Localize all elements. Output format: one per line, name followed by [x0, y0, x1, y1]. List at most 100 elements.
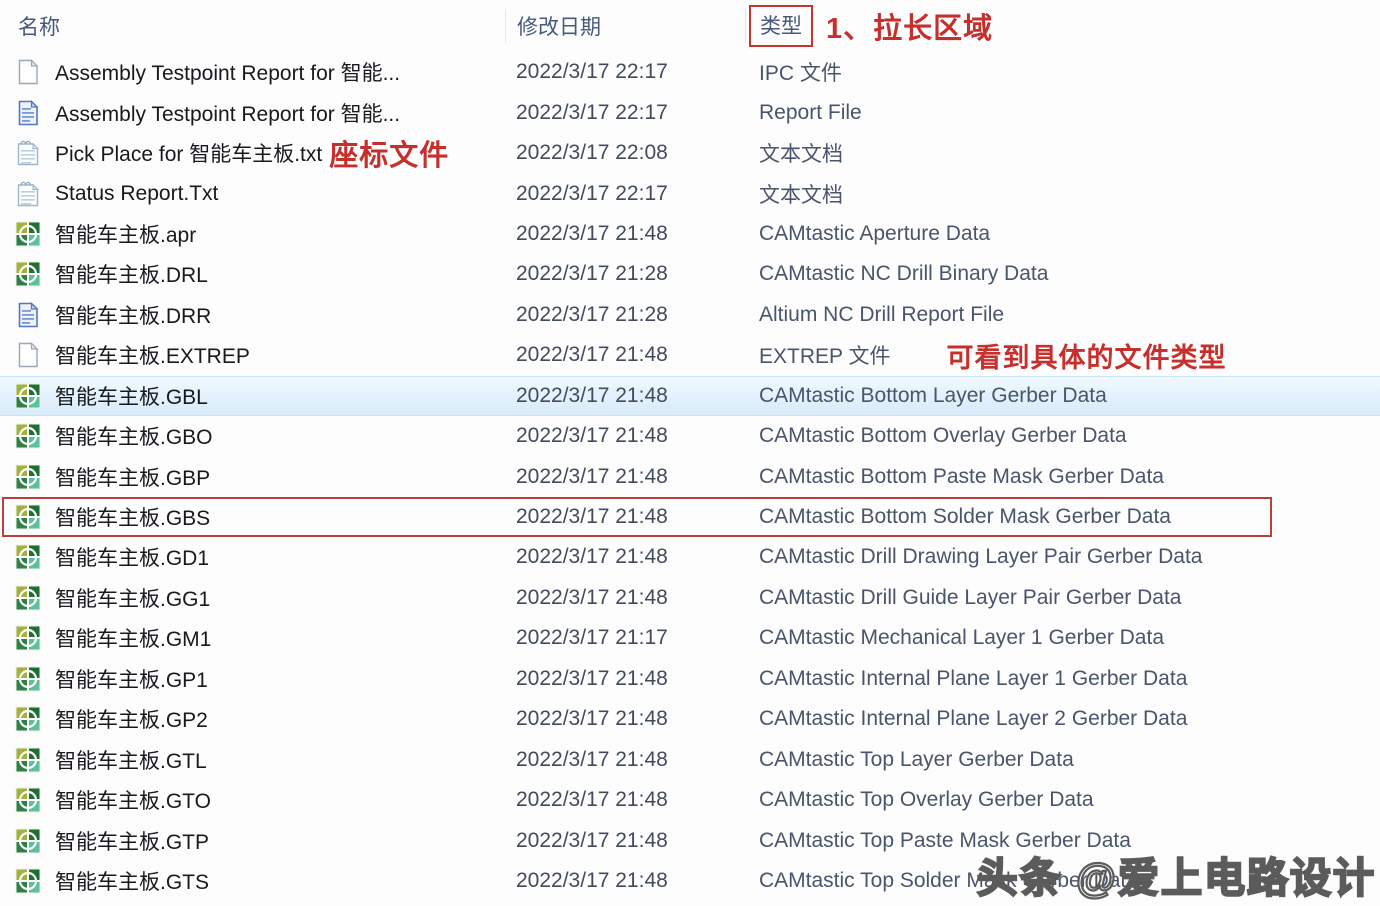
file-type: CAMtastic Top Solder Mask Gerber Data — [759, 868, 1138, 892]
camtastic-file-icon — [15, 666, 41, 692]
column-header-name[interactable]: 名称 — [0, 9, 505, 43]
camtastic-file-icon — [15, 747, 41, 773]
file-type: CAMtastic Aperture Data — [759, 221, 991, 245]
file-row[interactable]: Status Report.Txt 2022/3/17 22:17 文本文档 — [0, 173, 1380, 213]
file-row[interactable]: Assembly Testpoint Report for 智能... 2022… — [0, 92, 1380, 132]
column-header-type[interactable]: 类型 1、拉长区域 — [745, 5, 1380, 47]
file-name-cell: 智能车主板.EXTREP — [0, 340, 505, 370]
file-type: CAMtastic Drill Drawing Layer Pair Gerbe… — [759, 545, 1203, 569]
file-name-cell: 智能车主板.DRL — [0, 259, 505, 289]
file-date-modified: 2022/3/17 22:17 — [516, 181, 668, 205]
file-row[interactable]: 智能车主板.GBS 2022/3/17 21:48 CAMtastic Bott… — [0, 496, 1380, 538]
camtastic-file-icon — [15, 544, 41, 570]
file-row[interactable]: Pick Place for 智能车主板.txt 座标文件 2022/3/17 … — [0, 133, 1380, 173]
file-type: CAMtastic Internal Plane Layer 1 Gerber … — [759, 666, 1188, 690]
camtastic-file-icon — [15, 706, 41, 732]
file-name-cell: 智能车主板.GBS — [0, 502, 505, 532]
file-row[interactable]: Assembly Testpoint Report for 智能... 2022… — [0, 52, 1380, 92]
annotation-visible-file-type: 可看到具体的文件类型 — [946, 342, 1227, 373]
file-name-cell: Assembly Testpoint Report for 智能... — [0, 57, 505, 87]
file-row[interactable]: 智能车主板.GTS 2022/3/17 21:48 CAMtastic Top … — [0, 861, 1380, 901]
file-date-modified: 2022/3/17 21:48 — [516, 868, 668, 892]
file-row[interactable]: 智能车主板.DRL 2022/3/17 21:28 CAMtastic NC D… — [0, 254, 1380, 294]
camtastic-file-icon — [15, 504, 41, 530]
watermark: 头条 @爱上电路设计 — [976, 854, 1376, 902]
annotation-coordinate-file: 座标文件 — [329, 140, 450, 173]
file-icon — [14, 786, 42, 814]
file-row[interactable]: 智能车主板.GBO 2022/3/17 21:48 CAMtastic Bott… — [0, 416, 1380, 456]
file-name: 智能车主板.GP1 — [55, 668, 208, 692]
file-type: CAMtastic Top Overlay Gerber Data — [759, 788, 1094, 812]
file-row[interactable]: 智能车主板.GP1 2022/3/17 21:48 CAMtastic Inte… — [0, 659, 1380, 699]
file-type-cell: CAMtastic Bottom Overlay Gerber Data — [745, 424, 1380, 448]
file-type-cell: CAMtastic Bottom Solder Mask Gerber Data — [745, 505, 1380, 529]
file-date-modified: 2022/3/17 21:48 — [516, 747, 668, 771]
file-icon — [14, 58, 42, 86]
file-list: Assembly Testpoint Report for 智能... 2022… — [0, 52, 1380, 901]
file-name-cell: 智能车主板.GM1 — [0, 623, 505, 653]
file-name-cell: 智能车主板.GD1 — [0, 542, 505, 572]
file-row[interactable]: 智能车主板.GG1 2022/3/17 21:48 CAMtastic Dril… — [0, 578, 1380, 618]
column-header-name-label: 名称 — [18, 16, 60, 39]
file-icon — [14, 139, 42, 167]
file-name-cell: 智能车主板.GTL — [0, 745, 505, 775]
file-type: CAMtastic Bottom Solder Mask Gerber Data — [759, 505, 1171, 529]
file-name: 智能车主板.GD1 — [55, 547, 210, 571]
camtastic-file-icon — [15, 787, 41, 813]
file-date-modified: 2022/3/17 21:48 — [516, 221, 668, 245]
file-icon — [14, 624, 42, 652]
file-type-cell: CAMtastic Internal Plane Layer 1 Gerber … — [745, 667, 1380, 691]
file-name-cell: 智能车主板.GBP — [0, 462, 505, 492]
file-icon — [14, 220, 42, 248]
file-icon — [14, 665, 42, 693]
file-row[interactable]: 智能车主板.GTO 2022/3/17 21:48 CAMtastic Top … — [0, 780, 1380, 820]
file-icon — [14, 867, 42, 895]
file-name: 智能车主板.GBP — [55, 466, 211, 490]
file-row[interactable]: 智能车主板.EXTREP 2022/3/17 21:48 EXTREP 文件 可… — [0, 335, 1380, 375]
type-header-red-box: 类型 — [749, 5, 813, 47]
file-name: 智能车主板.EXTREP — [55, 345, 250, 369]
file-row[interactable]: 智能车主板.GD1 2022/3/17 21:48 CAMtastic Dril… — [0, 537, 1380, 577]
file-type-cell: IPC 文件 — [745, 57, 1380, 87]
file-name-cell: 智能车主板.DRR — [0, 300, 505, 330]
file-name-cell: 智能车主板.GP2 — [0, 704, 505, 734]
file-row[interactable]: 智能车主板.apr 2022/3/17 21:48 CAMtastic Aper… — [0, 214, 1380, 254]
file-type-cell: Report File — [745, 101, 1380, 125]
file-row[interactable]: 智能车主板.GP2 2022/3/17 21:48 CAMtastic Inte… — [0, 699, 1380, 739]
file-date-modified: 2022/3/17 21:48 — [516, 585, 668, 609]
blank-document-icon — [18, 59, 39, 85]
file-name: 智能车主板.GTS — [55, 870, 210, 894]
file-name: Pick Place for 智能车主板.txt — [55, 143, 323, 167]
file-type-cell: EXTREP 文件 可看到具体的文件类型 — [745, 336, 1380, 375]
camtastic-file-icon — [15, 828, 41, 854]
file-name-cell: 智能车主板.GTO — [0, 785, 505, 815]
column-header-date-modified[interactable]: 修改日期 — [505, 9, 745, 43]
file-row[interactable]: 智能车主板.GBL 2022/3/17 21:48 CAMtastic Bott… — [0, 375, 1380, 416]
file-type: CAMtastic NC Drill Binary Data — [759, 262, 1049, 286]
file-type-cell: CAMtastic Top Overlay Gerber Data — [745, 788, 1380, 812]
file-type: 文本文档 — [759, 183, 843, 207]
file-date-modified: 2022/3/17 21:17 — [516, 626, 668, 650]
file-row[interactable]: 智能车主板.GBP 2022/3/17 21:48 CAMtastic Bott… — [0, 456, 1380, 496]
file-icon — [14, 422, 42, 450]
file-date-modified: 2022/3/17 22:08 — [516, 141, 668, 165]
file-date-modified: 2022/3/17 21:48 — [516, 464, 668, 488]
file-type-cell: CAMtastic Mechanical Layer 1 Gerber Data — [745, 626, 1380, 650]
file-type-cell: CAMtastic Top Solder Mask Gerber Data — [745, 869, 1380, 893]
file-type-cell: CAMtastic Drill Guide Layer Pair Gerber … — [745, 586, 1380, 610]
file-date-modified: 2022/3/17 21:28 — [516, 262, 668, 286]
file-name: 智能车主板.GG1 — [55, 587, 211, 611]
file-name: 智能车主板.DRL — [55, 264, 208, 288]
file-row[interactable]: 智能车主板.GM1 2022/3/17 21:17 CAMtastic Mech… — [0, 618, 1380, 658]
file-name-cell: 智能车主板.GG1 — [0, 583, 505, 613]
file-row[interactable]: 智能车主板.GTL 2022/3/17 21:48 CAMtastic Top … — [0, 739, 1380, 779]
annotation-stretch-area: 1、拉长区域 — [826, 13, 994, 45]
file-type-cell: CAMtastic NC Drill Binary Data — [745, 262, 1380, 286]
blank-document-icon — [18, 342, 39, 368]
file-row[interactable]: 智能车主板.GTP 2022/3/17 21:48 CAMtastic Top … — [0, 820, 1380, 860]
file-icon — [14, 463, 42, 491]
file-date-modified: 2022/3/17 22:17 — [516, 100, 668, 124]
file-row[interactable]: 智能车主板.DRR 2022/3/17 21:28 Altium NC Dril… — [0, 295, 1380, 335]
file-name-cell: 智能车主板.GP1 — [0, 664, 505, 694]
file-name-cell: 智能车主板.GBO — [0, 421, 505, 451]
